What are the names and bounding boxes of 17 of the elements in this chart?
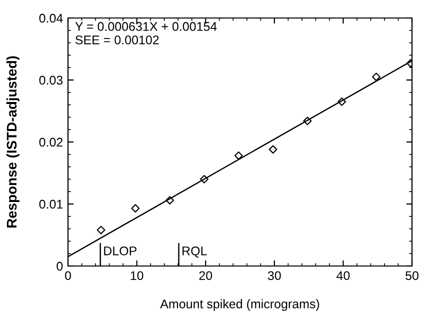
x-tick-label: 50 <box>406 271 418 280</box>
x-tick-label: 40 <box>336 271 350 280</box>
y-tick-label: 0.02 <box>39 138 63 147</box>
ref-line-label: DLOP <box>104 246 136 256</box>
annotation: Y = 0.000631X + 0.00154 <box>75 22 217 31</box>
y-tick-label: 0 <box>56 262 63 271</box>
annotation: SEE = 0.00102 <box>75 36 159 44</box>
y-axis-title: Response (ISTD-adjusted) <box>6 56 20 228</box>
x-tick-label: 10 <box>130 271 144 280</box>
x-tick-label: 20 <box>199 271 212 280</box>
y-tick-label: 0.03 <box>39 76 63 85</box>
y-tick-label: 0.01 <box>39 200 63 209</box>
y-tick-label: 0.04 <box>39 14 63 23</box>
x-tick-label: 30 <box>268 271 281 280</box>
x-tick-label: 0 <box>65 271 71 280</box>
ref-line-label: RQL <box>182 246 207 258</box>
x-axis-title: Amount spiked (micrograms) <box>160 299 320 311</box>
